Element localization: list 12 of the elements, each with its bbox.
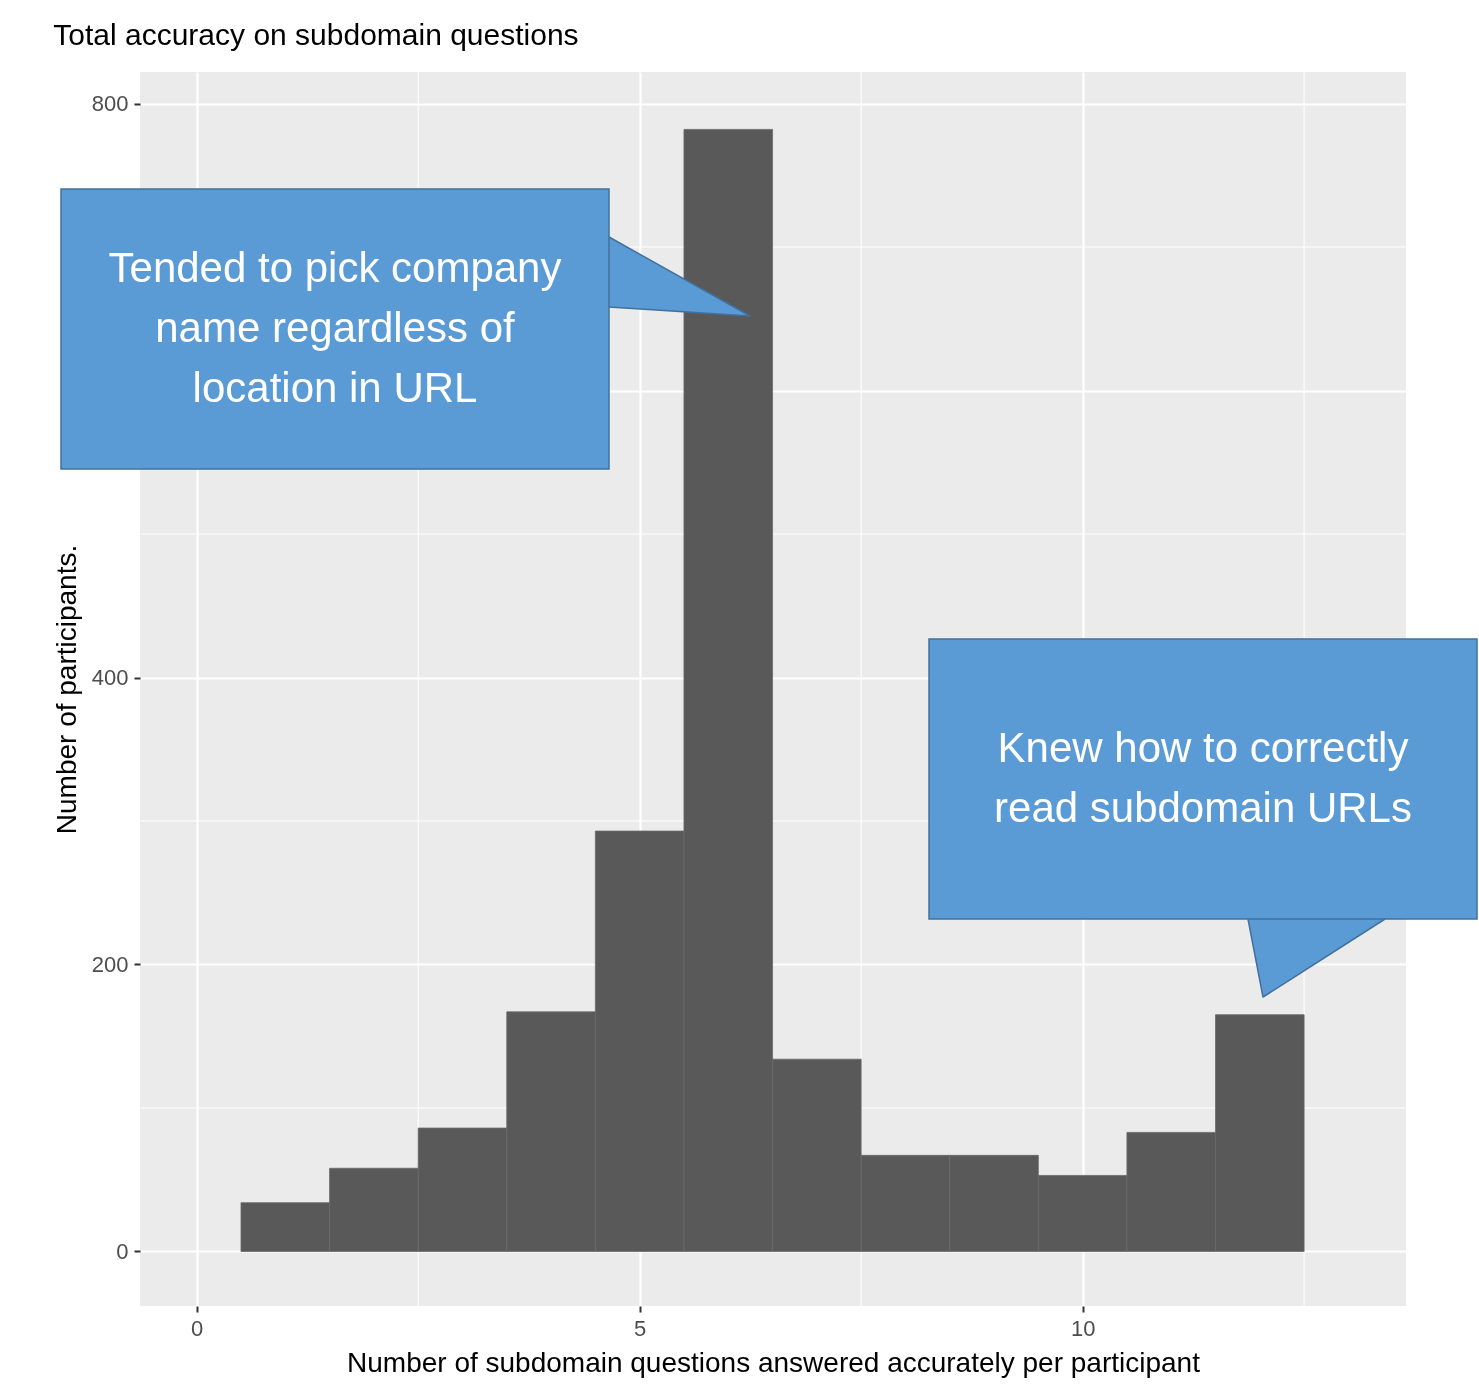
y-tick-label: 400 bbox=[91, 665, 129, 691]
x-tick-label: 5 bbox=[634, 1315, 647, 1341]
y-tick-label: 200 bbox=[91, 952, 129, 977]
annotation: Knew how to correctly read subdomain URLs bbox=[994, 724, 1412, 831]
y-tick-label: 0 bbox=[116, 1238, 129, 1264]
y-tick-label: 800 bbox=[91, 91, 129, 117]
x-axis-title: Number of subdomain questions answered accurately per participant bbox=[347, 1346, 1201, 1378]
y-axis-title: Number of participants. bbox=[50, 544, 82, 835]
x-tick-label: 0 bbox=[191, 1315, 204, 1341]
x-tick-label: 10 bbox=[1070, 1315, 1096, 1341]
chart-title: Total accuracy on subdomain questions bbox=[53, 18, 579, 52]
annotation: Tended to pick company name regardless of location in URL bbox=[108, 244, 562, 411]
